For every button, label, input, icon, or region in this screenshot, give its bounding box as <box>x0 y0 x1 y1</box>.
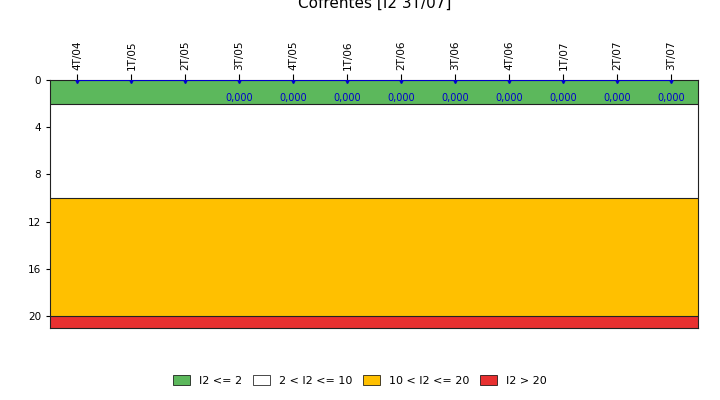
Text: 0,000: 0,000 <box>603 93 631 103</box>
Text: 0,000: 0,000 <box>441 93 469 103</box>
Title: Cofrentes [I2 3T/07]: Cofrentes [I2 3T/07] <box>297 0 451 11</box>
Text: 0,000: 0,000 <box>279 93 307 103</box>
Text: 0,000: 0,000 <box>387 93 415 103</box>
Legend: I2 <= 2, 2 < I2 <= 10, 10 < I2 <= 20, I2 > 20: I2 <= 2, 2 < I2 <= 10, 10 < I2 <= 20, I2… <box>169 371 551 390</box>
Text: 0,000: 0,000 <box>495 93 523 103</box>
Text: 0,000: 0,000 <box>549 93 577 103</box>
Bar <box>50 80 698 104</box>
Bar <box>50 198 698 316</box>
Text: 0,000: 0,000 <box>225 93 253 103</box>
Bar <box>50 104 698 198</box>
Text: 0,000: 0,000 <box>657 93 685 103</box>
Bar <box>50 316 698 328</box>
Text: 0,000: 0,000 <box>333 93 361 103</box>
